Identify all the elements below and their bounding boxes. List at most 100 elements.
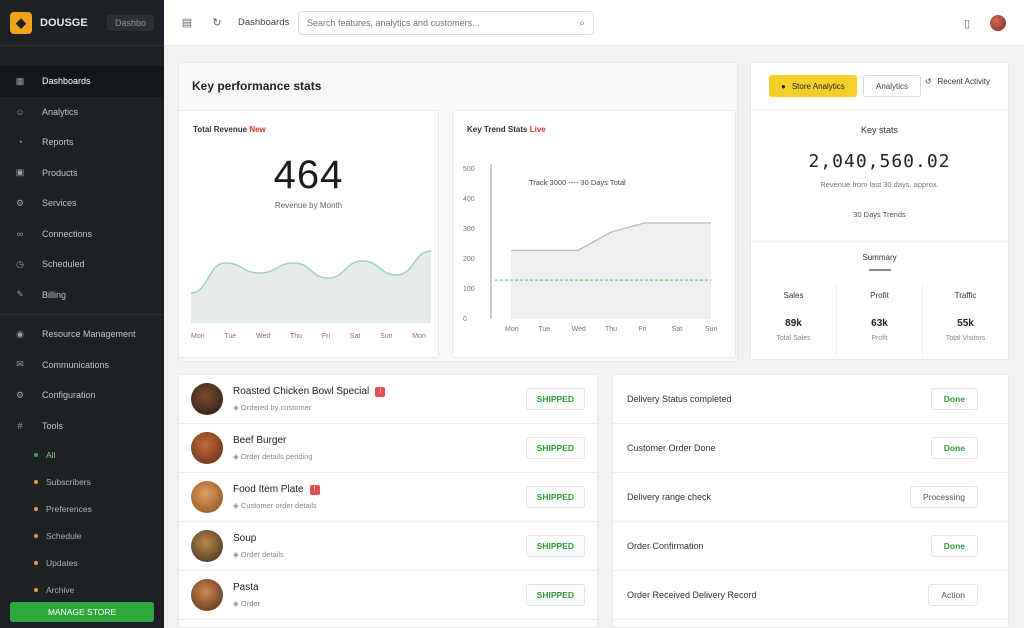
overview-title: Key performance stats <box>192 79 322 93</box>
revenue-line <box>191 250 431 294</box>
order-row[interactable]: Pasta ◈ Order SHIPPED <box>179 571 597 620</box>
sidebar-item-reports[interactable]: ◔ Reports <box>0 127 164 158</box>
order-meta-text: Order details pending <box>240 452 313 461</box>
brand-logo-icon[interactable]: ◆ <box>10 11 32 34</box>
order-row[interactable]: Food Item Plate! ◈ Customer order details… <box>179 473 597 522</box>
sidebar-item-dashboards[interactable]: ▦ Dashboards <box>0 66 164 97</box>
menu-icon[interactable]: ▤ <box>181 17 193 29</box>
notification-icon[interactable]: ▯ <box>963 17 971 30</box>
x-tick-label: Thu <box>290 333 303 340</box>
search-input[interactable] <box>307 18 580 28</box>
manage-store-button[interactable]: MANAGE STORE <box>10 602 154 622</box>
revenue-flag: New <box>249 125 266 134</box>
topbar: ▤ ↻ Dashboards ⌕ ▯ <box>164 0 1024 46</box>
order-meta: ◈ Order details <box>233 550 284 559</box>
sidebar-subitem[interactable]: Archive <box>0 576 164 603</box>
activity-row[interactable]: Delivery range check Processing <box>613 473 1008 522</box>
trend-line-chart: 500 400 300 200 100 0 Mon Tue Wed Thu Fri Sat Sun <box>463 164 718 333</box>
sidebar-item-label: Products <box>42 167 78 178</box>
activity-status-button[interactable]: Done <box>930 535 978 557</box>
chart-icon: ◔ <box>17 137 23 148</box>
sidebar-nav: ▦ Dashboards ☺ Analytics ◔ Reports ▣ Products ⚙ S… <box>0 66 164 603</box>
page-title: Dashboards <box>238 17 290 28</box>
order-row[interactable]: Beef Burger ◈ Order details pending SHIPPE… <box>179 424 597 473</box>
brand-name: DOUSGE <box>40 16 88 29</box>
analytics-tab[interactable]: Analytics <box>863 75 922 97</box>
sidebar: ◆ DOUSGE Dashbo ▦ Dashboards ☺ Analytics ◔ Re… <box>0 0 164 628</box>
activity-row[interactable]: Order Received Delivery Record Action <box>613 571 1008 620</box>
settings-icon: ⚙ <box>15 197 25 208</box>
sidebar-subitem[interactable]: Subscribers <box>0 468 164 495</box>
y-tick-label: 100 <box>463 286 475 293</box>
order-row[interactable]: Roasted Chicken Bowl Special! ◈ Ordered b… <box>179 375 597 424</box>
gear-icon: ⚙ <box>15 389 25 400</box>
status-button[interactable]: SHIPPED <box>525 584 585 606</box>
sidebar-item-scheduled[interactable]: ◷ Scheduled <box>0 249 164 280</box>
food-thumbnail <box>191 481 223 513</box>
activity-status-button[interactable]: Done <box>930 388 978 410</box>
revenue-card: Total Revenue New 464 Revenue by Month M… <box>178 110 439 358</box>
sidebar-item-analytics[interactable]: ☺ Analytics <box>0 97 164 128</box>
x-tick-label: Sun <box>705 326 718 333</box>
revenue-area-fill <box>191 251 431 323</box>
sidebar-subitem[interactable]: All <box>0 441 164 468</box>
status-button[interactable]: SHIPPED <box>525 437 585 459</box>
status-button[interactable]: SHIPPED <box>525 486 585 508</box>
status-button[interactable]: SHIPPED <box>525 388 585 410</box>
y-tick-label: 400 <box>463 196 475 203</box>
food-thumbnail <box>191 579 223 611</box>
x-tick-label: Fri <box>638 326 647 333</box>
activity-status-button[interactable]: Processing <box>909 486 978 508</box>
sidebar-item-label: Connections <box>42 228 93 239</box>
stat-value: 63k <box>871 318 888 329</box>
recent-activity-button[interactable]: ↺ Recent Activity <box>925 77 990 86</box>
order-title: Food Item Plate! <box>233 484 320 495</box>
sidebar-item-billing[interactable]: ✎ Billing <box>0 280 164 311</box>
sidebar-item-connections[interactable]: ∞ Connections <box>0 219 164 250</box>
activity-status-button[interactable]: Done <box>930 437 978 459</box>
location-icon: ◈ <box>233 550 239 559</box>
store-analytics-button[interactable]: ● Store Analytics <box>769 75 857 97</box>
activity-row[interactable]: Order Confirmation Done <box>613 522 1008 571</box>
sidebar-subitem[interactable]: Preferences <box>0 495 164 522</box>
bullet-icon <box>34 587 38 592</box>
search-icon[interactable]: ⌕ <box>579 17 585 29</box>
order-row[interactable]: Soup ◈ Order details SHIPPED <box>179 522 597 571</box>
activity-row[interactable]: Delivery Status completed Done <box>613 375 1008 424</box>
big-value-caption: Revenue from last 30 days, approx. <box>820 180 939 189</box>
refresh-icon[interactable]: ↻ <box>212 17 222 29</box>
message-icon: ✉ <box>16 359 24 370</box>
order-title-text: Pasta <box>233 582 259 593</box>
summary-tab[interactable]: Summary <box>862 253 897 262</box>
circle-icon: ◉ <box>16 328 24 339</box>
orders-list: Roasted Chicken Bowl Special! ◈ Ordered b… <box>178 374 598 628</box>
sidebar-item-communications[interactable]: ✉ Communications <box>0 350 164 381</box>
order-title: Soup <box>233 533 284 544</box>
sidebar-item-tools[interactable]: # Tools <box>0 411 164 442</box>
sidebar-item-label: Services <box>42 198 77 209</box>
edit-icon: ✎ <box>16 289 24 300</box>
activity-status-button[interactable]: Action <box>928 584 978 606</box>
sidebar-item-resource-management[interactable]: ◉ Resource Management <box>0 319 164 350</box>
sidebar-subitem[interactable]: Updates <box>0 549 164 576</box>
sidebar-subitem-label: Updates <box>46 557 78 568</box>
sidebar-item-label: Reports <box>42 137 74 148</box>
sidebar-item-services[interactable]: ⚙ Services <box>0 188 164 219</box>
activity-row[interactable]: Customer Order Done Done <box>613 424 1008 473</box>
sidebar-item-configuration[interactable]: ⚙ Configuration <box>0 380 164 411</box>
order-title: Roasted Chicken Bowl Special! <box>233 386 386 397</box>
box-icon: ▣ <box>15 167 25 178</box>
stat-column: Traffic 55k Total Visitors <box>922 285 1008 355</box>
x-tick-label: Mon <box>505 326 519 333</box>
location-icon: ◈ <box>233 599 239 608</box>
user-avatar[interactable] <box>990 15 1006 31</box>
activity-label: Order Confirmation <box>627 541 704 551</box>
status-button[interactable]: SHIPPED <box>525 535 585 557</box>
sidebar-subitem[interactable]: Schedule <box>0 522 164 549</box>
stats-row: Sales 89k Total Sales Profit 63k Profit Traffi… <box>751 285 1008 355</box>
sidebar-item-products[interactable]: ▣ Products <box>0 158 164 189</box>
order-text: Beef Burger ◈ Order details pending <box>233 435 313 461</box>
hash-icon: # <box>17 420 23 431</box>
trend-area-fill <box>511 223 711 319</box>
y-tick-label: 0 <box>463 316 467 323</box>
